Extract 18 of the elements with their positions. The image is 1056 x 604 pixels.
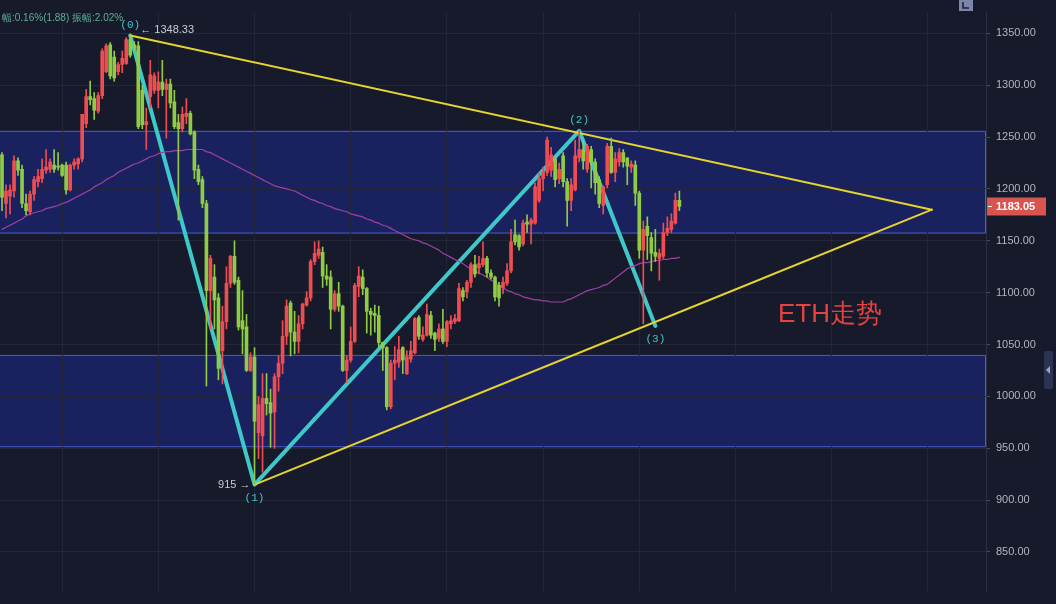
y-tick-label: 1300.00 [996, 78, 1036, 91]
annotation: 915 → [218, 477, 251, 490]
y-tick-label: 1150.00 [996, 233, 1035, 246]
y-tick-label: 1350.00 [996, 26, 1036, 39]
annotation: (1) [244, 491, 265, 504]
text: 1183.05 [996, 200, 1036, 213]
annotation: (2) [569, 114, 590, 127]
y-tick-label: 900.00 [996, 493, 1030, 506]
annotation: ← 1348.33 [140, 23, 195, 36]
y-tick-label: 1200.00 [996, 181, 1036, 194]
y-tick-label: 850.00 [996, 545, 1030, 558]
y-tick-label: 1250.00 [996, 130, 1036, 143]
y-tick-label: 1050.00 [996, 337, 1036, 350]
y-tick-label: 950.00 [996, 441, 1030, 454]
y-tick-label: 1100.00 [996, 285, 1035, 298]
text: ETH走势 [777, 298, 882, 329]
y-tick-label: 1000.00 [996, 389, 1036, 402]
annotation: (3) [645, 333, 666, 346]
